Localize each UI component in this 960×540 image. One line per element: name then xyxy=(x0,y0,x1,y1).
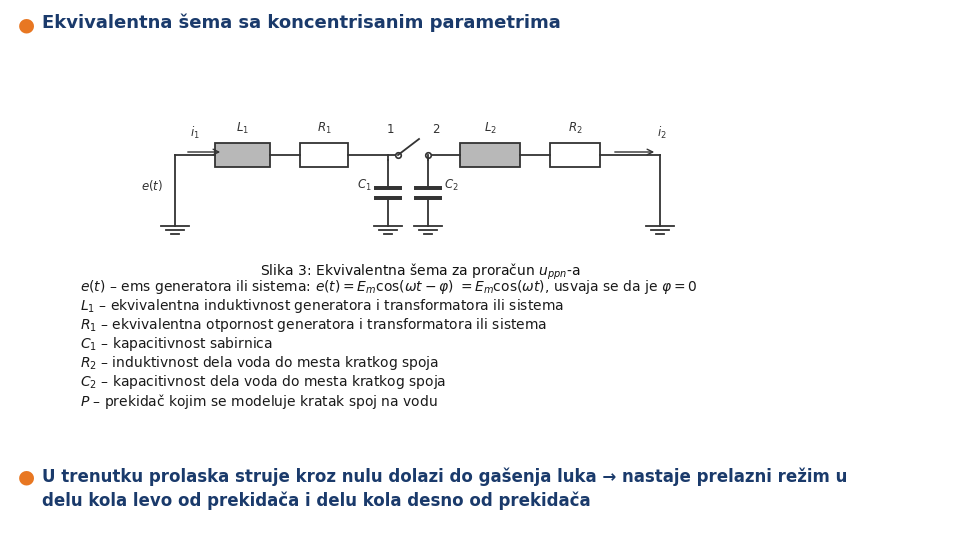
Text: 2: 2 xyxy=(432,123,440,136)
Text: $i_2$: $i_2$ xyxy=(658,125,667,141)
Text: $C_1$ – kapacitivnost sabirnica: $C_1$ – kapacitivnost sabirnica xyxy=(80,335,273,353)
Bar xyxy=(215,143,270,167)
Text: Ekvivalentna šema sa koncentrisanim parametrima: Ekvivalentna šema sa koncentrisanim para… xyxy=(42,14,561,32)
Text: $C_1$: $C_1$ xyxy=(357,178,372,193)
Text: $L_1$ – ekvivalentna induktivnost generatora i transformatora ili sistema: $L_1$ – ekvivalentna induktivnost genera… xyxy=(80,297,564,315)
Bar xyxy=(460,143,520,167)
Text: $L_2$: $L_2$ xyxy=(484,121,496,136)
Text: $C_2$: $C_2$ xyxy=(444,178,459,193)
Text: $R_2$ – induktivnost dela voda do mesta kratkog spoja: $R_2$ – induktivnost dela voda do mesta … xyxy=(80,354,439,372)
Text: $P$ – prekidač kojim se modeluje kratak spoj na vodu: $P$ – prekidač kojim se modeluje kratak … xyxy=(80,392,438,411)
Text: $e(t)$: $e(t)$ xyxy=(141,178,163,193)
Text: ●: ● xyxy=(18,15,35,34)
Text: U trenutku prolaska struje kroz nulu dolazi do gašenja luka → nastaje prelazni r: U trenutku prolaska struje kroz nulu dol… xyxy=(42,467,848,485)
Bar xyxy=(550,143,600,167)
Text: $L_1$: $L_1$ xyxy=(236,121,249,136)
Text: $R_1$: $R_1$ xyxy=(317,121,331,136)
Text: $C_2$ – kapacitivnost dela voda do mesta kratkog spoja: $C_2$ – kapacitivnost dela voda do mesta… xyxy=(80,373,446,391)
Text: $R_1$ – ekvivalentna otpornost generatora i transformatora ili sistema: $R_1$ – ekvivalentna otpornost generator… xyxy=(80,316,547,334)
Text: $i_1$: $i_1$ xyxy=(190,125,200,141)
Text: Slika 3: Ekvivalentna šema za proračun $u_{ppn}$-a: Slika 3: Ekvivalentna šema za proračun $… xyxy=(260,262,580,282)
Text: delu kola levo od prekidača i delu kola desno od prekidača: delu kola levo od prekidača i delu kola … xyxy=(42,491,590,510)
Text: 1: 1 xyxy=(386,123,394,136)
Text: ●: ● xyxy=(18,467,35,486)
Bar xyxy=(300,143,348,167)
Text: $e(t)$ – ems generatora ili sistema: $e(t)=E_m\cos(\omega t-\varphi)$ $=E_m\cos(: $e(t)$ – ems generatora ili sistema: $e(… xyxy=(80,278,697,296)
Text: $R_2$: $R_2$ xyxy=(567,121,583,136)
